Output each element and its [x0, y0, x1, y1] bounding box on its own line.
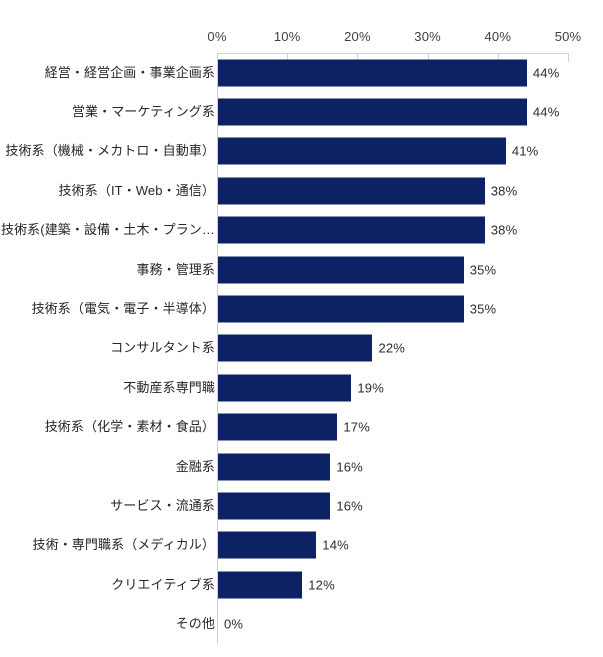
x-axis-gridline-tick: [357, 53, 359, 62]
bar-row: 技術系（IT・Web・通信） 38%: [0, 171, 603, 210]
bar-value-label: 38%: [490, 222, 518, 238]
bar-row: 事務・管理系 35%: [0, 250, 603, 289]
bar: [218, 492, 331, 520]
category-label: 金融系: [175, 458, 215, 474]
category-label: 技術系（IT・Web・通信）: [58, 182, 215, 198]
x-axis-gridline-tick: [568, 53, 569, 62]
bar-row: 技術系(建築・設備・土木・プラン… 38%: [0, 211, 603, 250]
bar-value-label: 44%: [532, 104, 560, 120]
category-label: 営業・マーケティング系: [71, 104, 215, 120]
bar-row: 金融系 16%: [0, 447, 603, 486]
x-axis-tick-label: 30%: [414, 29, 441, 44]
bar-row: 経営・経営企画・事業企画系 44%: [0, 53, 603, 92]
bar: [218, 295, 464, 323]
bar-row: コンサルタント系 22%: [0, 329, 603, 368]
x-axis-tick-label: 40%: [484, 29, 512, 44]
category-label: 技術系（電気・電子・半導体）: [31, 301, 215, 317]
x-axis-gridline-tick: [287, 53, 289, 62]
bar-value-label: 17%: [343, 419, 370, 435]
bar-row: サービス・流通系 16%: [0, 486, 603, 525]
x-axis-tick-label: 50%: [554, 29, 582, 44]
category-label: 不動産系専門職: [123, 379, 215, 395]
category-label: 事務・管理系: [136, 261, 215, 277]
x-axis-gridline-tick: [497, 53, 499, 62]
bar-row: 不動産系専門職 19%: [0, 368, 603, 407]
bar-row: 技術系（機械・メカトロ・自動車） 41%: [0, 132, 603, 171]
bar-value-label: 12%: [308, 577, 335, 593]
bar: [218, 374, 352, 402]
bar-row: 技術系（化学・素材・食品） 17%: [0, 408, 603, 447]
bar: [218, 334, 373, 362]
x-axis-tick-label: 0%: [207, 29, 227, 44]
bar: [218, 453, 331, 481]
category-label: 技術系（機械・メカトロ・自動車）: [5, 143, 215, 159]
bar: [218, 177, 485, 205]
bar-value-label: 41%: [511, 143, 539, 159]
x-axis-gridline-tick: [427, 53, 429, 62]
plot-top-rule: [217, 53, 568, 54]
category-label: サービス・流通系: [110, 498, 215, 514]
bar: [218, 98, 527, 126]
bar-value-label: 16%: [336, 498, 363, 514]
bar-value-label: 19%: [357, 380, 384, 396]
bar: [218, 216, 485, 244]
category-label: 技術系(建築・設備・土木・プラン…: [0, 222, 215, 238]
plot-area: [217, 53, 569, 644]
bar-value-label: 16%: [336, 459, 363, 475]
bar: [218, 531, 317, 559]
x-axis-tick-label: 10%: [273, 29, 301, 44]
bar-row: 営業・マーケティング系 44%: [0, 92, 603, 131]
category-label: 技術系（化学・素材・食品）: [44, 419, 215, 435]
category-label: クリエイティブ系: [111, 576, 215, 592]
bar-row: 技術・専門職系（メディカル） 14%: [0, 526, 603, 565]
bar: [218, 256, 464, 284]
category-label: 経営・経営企画・事業企画系: [44, 64, 215, 80]
category-label: コンサルタント系: [110, 340, 215, 356]
category-label: その他: [175, 616, 215, 632]
bar: [218, 571, 303, 599]
bar-value-label: 44%: [532, 65, 560, 81]
x-axis-tick-label: 20%: [344, 29, 371, 44]
category-label: 技術・専門職系（メディカル）: [32, 537, 215, 553]
bar: [218, 413, 338, 441]
bar-rows: 経営・経営企画・事業企画系 44% 営業・マーケティング系 44% 技術系（機械・メカト…: [0, 53, 603, 644]
bar-value-label: 35%: [469, 301, 497, 317]
bar: [218, 137, 506, 165]
bar-value-label: 14%: [322, 537, 349, 553]
bar-row: その他 0%: [0, 605, 603, 644]
bar-row: 技術系（電気・電子・半導体） 35%: [0, 289, 603, 328]
bar: [218, 59, 527, 87]
bar-value-label: 0%: [224, 616, 244, 632]
bar-value-label: 38%: [490, 183, 518, 199]
value-axis-line: [217, 53, 218, 644]
x-axis-tick-labels: 0% 10% 20% 30% 40% 50%: [0, 29, 603, 49]
bar-value-label: 35%: [469, 262, 497, 278]
bar-row: クリエイティブ系 12%: [0, 565, 603, 604]
bar-value-label: 22%: [378, 340, 406, 356]
